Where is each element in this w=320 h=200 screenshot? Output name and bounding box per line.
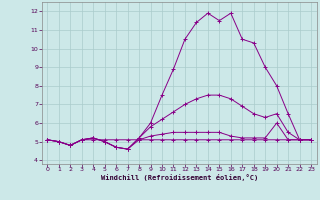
X-axis label: Windchill (Refroidissement éolien,°C): Windchill (Refroidissement éolien,°C) bbox=[100, 174, 258, 181]
